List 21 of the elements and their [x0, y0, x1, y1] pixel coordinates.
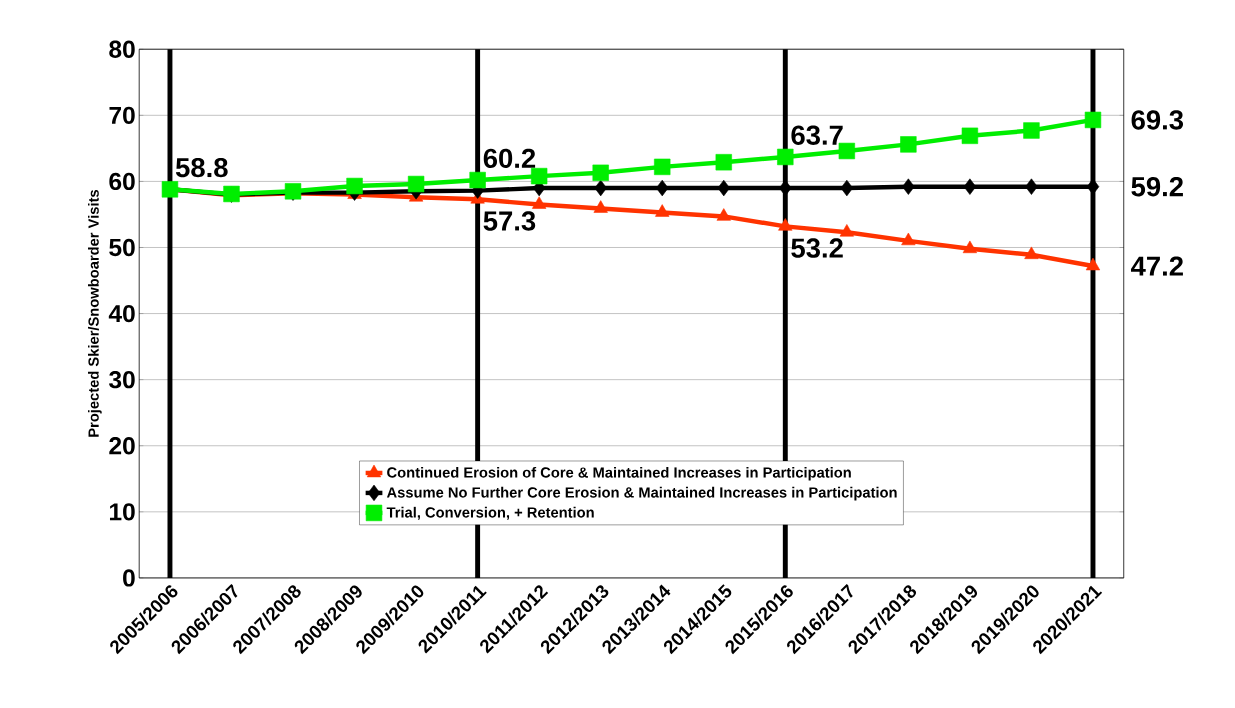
legend-label: Continued Erosion of Core & Maintained Increases in Participation — [387, 466, 851, 481]
data-label: 63.7 — [791, 125, 843, 145]
y-tick-label: 40 — [108, 304, 135, 323]
y-tick-label: 20 — [109, 437, 135, 455]
y-tick-label: 80 — [109, 40, 135, 58]
data-label: 69.3 — [1131, 110, 1184, 130]
data-label: 47.2 — [1131, 256, 1183, 276]
legend-label: Assume No Further Core Erosion & Maintained Increases in Participation — [386, 486, 897, 501]
y-tick-label: 0 — [123, 569, 135, 587]
y-tick-label: 50 — [109, 238, 135, 257]
data-label: 58.8 — [175, 157, 228, 178]
data-label: 53.2 — [791, 238, 843, 258]
data-label: 59.2 — [1131, 177, 1183, 197]
y-tick-label: 30 — [109, 371, 135, 389]
y-tick-label: 70 — [109, 106, 135, 125]
y-tick-label: 60 — [109, 172, 135, 191]
y-axis-title: Projected Skier/Snowboarder Visits — [88, 190, 102, 437]
legend-label: Trial, Conversion, + Retention — [386, 506, 594, 520]
data-label: 60.2 — [483, 148, 536, 169]
data-label: 57.3 — [483, 211, 536, 231]
y-tick-label: 10 — [109, 503, 135, 521]
